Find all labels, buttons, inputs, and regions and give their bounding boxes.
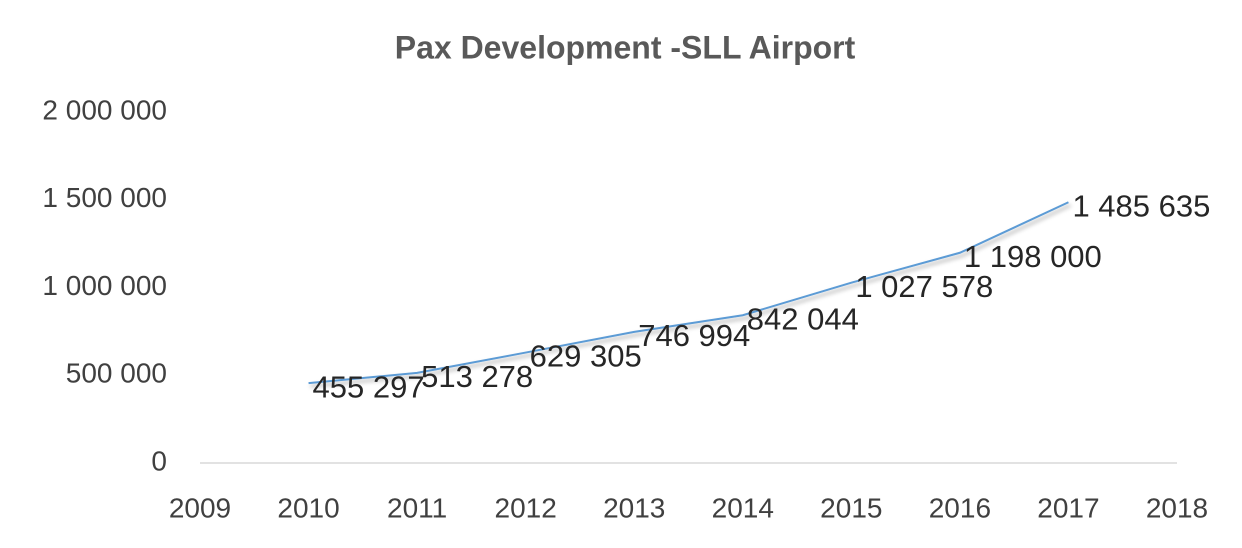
data-label: 455 297	[313, 369, 425, 404]
data-label: 1 027 578	[855, 269, 993, 304]
y-tick-label: 1 000 000	[42, 270, 167, 301]
series-line	[308, 201, 1069, 385]
x-tick-label: 2011	[387, 492, 447, 523]
data-label: 1 485 635	[1072, 188, 1210, 223]
y-tick-label: 1 500 000	[42, 182, 167, 213]
x-tick-label: 2010	[277, 492, 339, 523]
data-label: 842 044	[747, 301, 859, 336]
x-tick-label: 2015	[820, 492, 882, 523]
x-tick-label: 2009	[169, 492, 231, 523]
x-tick-label: 2017	[1037, 492, 1099, 523]
data-label: 513 278	[421, 359, 533, 394]
x-tick-label: 2013	[603, 492, 665, 523]
x-tick-label: 2014	[712, 492, 774, 523]
y-tick-label: 0	[151, 445, 167, 476]
y-tick-label: 500 000	[66, 358, 167, 389]
x-tick-label: 2012	[495, 492, 557, 523]
data-label: 1 198 000	[964, 239, 1102, 274]
x-tick-label: 2016	[929, 492, 991, 523]
data-label: 746 994	[638, 318, 750, 353]
x-tick-label: 2018	[1146, 492, 1208, 523]
data-label: 629 305	[530, 339, 642, 374]
chart-title: Pax Development -SLL Airport	[395, 29, 856, 65]
y-tick-label: 2 000 000	[42, 94, 167, 125]
